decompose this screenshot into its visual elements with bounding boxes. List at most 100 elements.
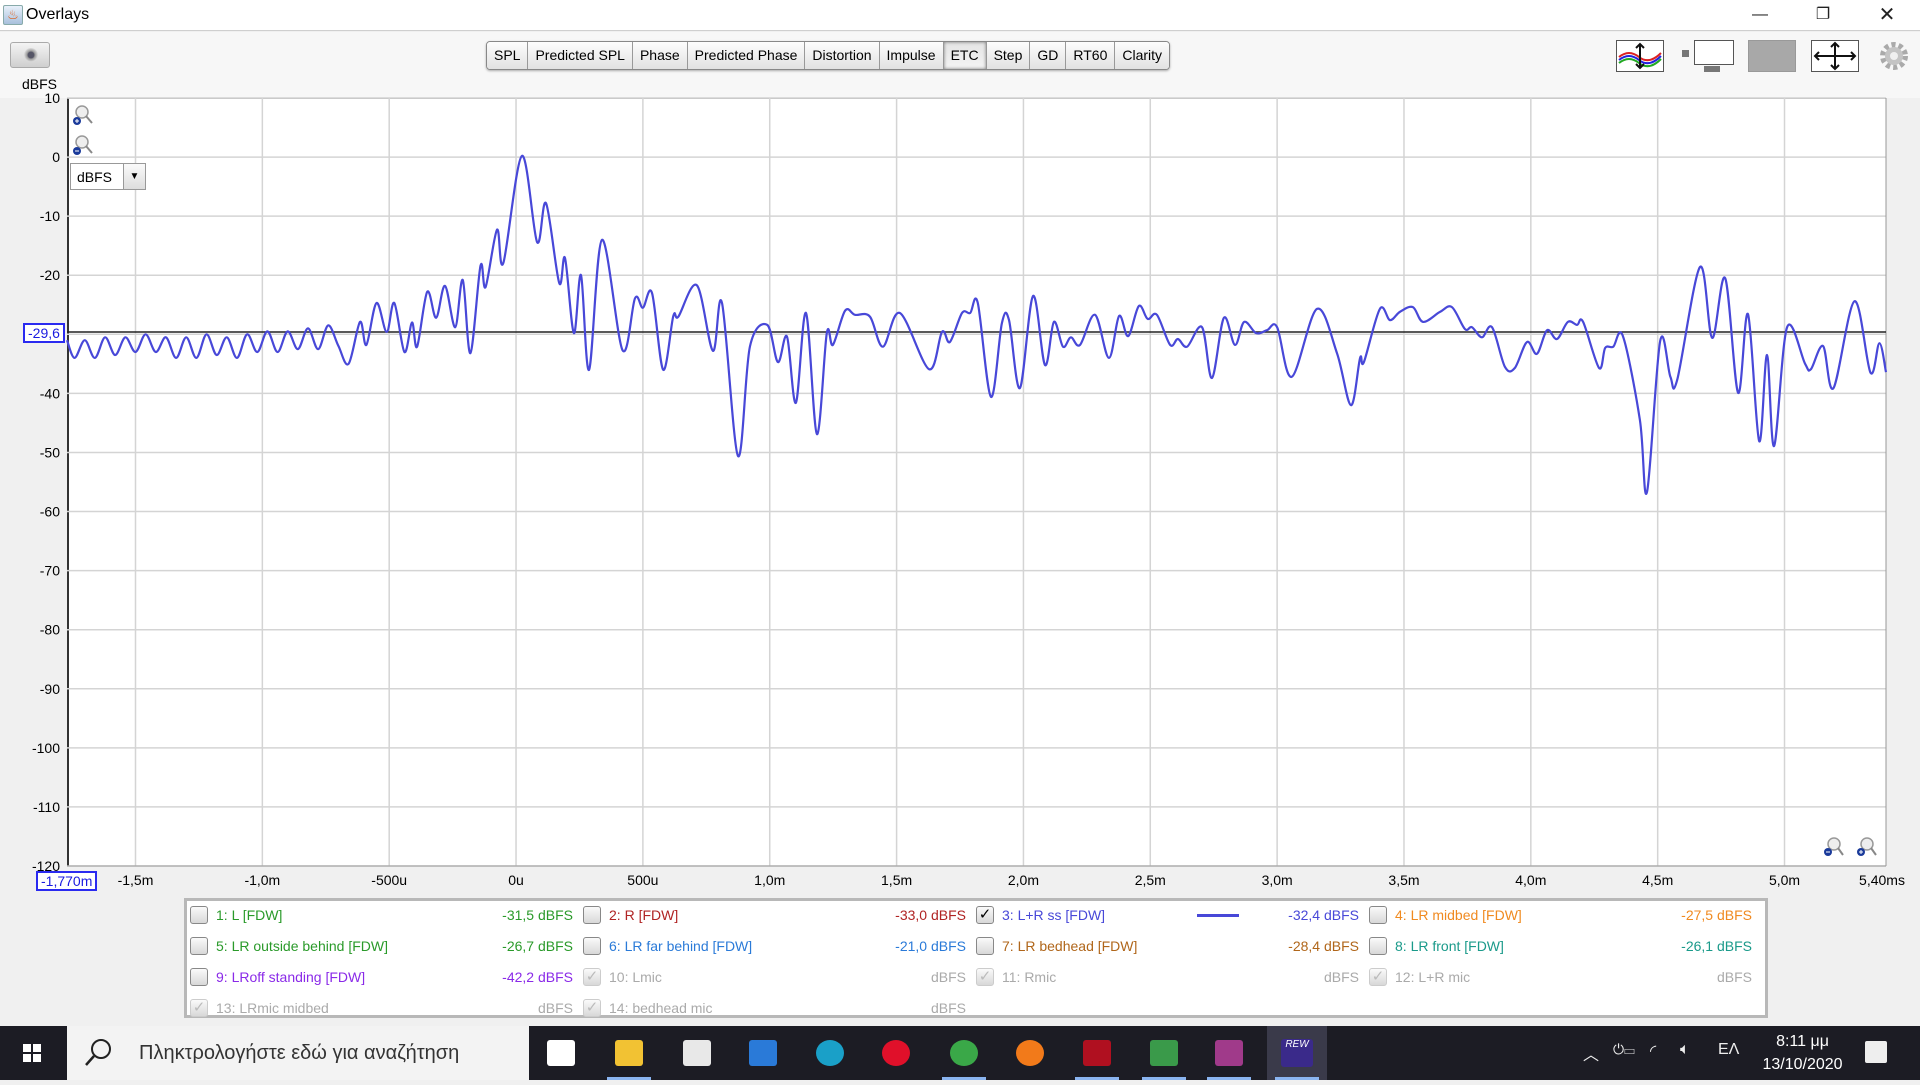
spreadsheet-app-icon [1150, 1040, 1178, 1066]
battery-plugged-icon[interactable]: ⏻▭ [1613, 1041, 1635, 1057]
legend-checkbox: ✓ [1369, 968, 1387, 986]
tab-gd[interactable]: GD [1030, 42, 1067, 69]
unit-dropdown-value: dBFS [77, 168, 113, 185]
graph-tabs: SPL Predicted SPL Phase Predicted Phase Dist… [486, 41, 1171, 70]
legend-item: 7: LR bedhead [FDW] -28,4 dBFS [976, 934, 1369, 958]
notifications-icon[interactable] [1865, 1041, 1887, 1063]
x-tick-label: 2,5m [1135, 872, 1166, 888]
legend-item: ✓ 14: bedhead mic dBFS [583, 996, 976, 1020]
tab-spl[interactable]: SPL [487, 42, 529, 69]
taskbar-app-spreadsheet-app[interactable] [1134, 1026, 1194, 1080]
legend-item: 2: R [FDW] -33,0 dBFS [583, 903, 976, 927]
y-tick-label: -90 [40, 681, 60, 697]
taskbar-app-firefox[interactable] [1000, 1026, 1060, 1080]
dotted-app-icon [1083, 1040, 1111, 1066]
volume-icon[interactable]: 🔈︎ [1680, 1041, 1690, 1058]
title-bar: ♨ Overlays — ❐ ✕ [0, 0, 1920, 31]
legend-value: dBFS [1323, 969, 1359, 985]
x-zoom-in-icon[interactable] [1855, 836, 1877, 858]
legend-checkbox[interactable] [1369, 906, 1387, 924]
minimize-button[interactable]: — [1752, 6, 1768, 23]
x-tick-label: 4,5m [1642, 872, 1673, 888]
legend-checkbox: ✓ [583, 999, 601, 1017]
legend-line-swatch [1197, 913, 1239, 917]
clock-date: 13/10/2020 [1762, 1056, 1843, 1073]
window-title: Overlays [26, 6, 90, 23]
y-tick-label: -10 [40, 208, 60, 224]
columns-icon[interactable] [1748, 40, 1796, 72]
taskbar-app-winrar[interactable] [1199, 1026, 1259, 1080]
camera-icon[interactable] [10, 42, 50, 68]
taskbar-app-chrome[interactable] [934, 1026, 994, 1080]
fit-all-icon[interactable] [1811, 40, 1859, 72]
legend-value: -42,2 dBFS [502, 969, 573, 985]
tab-step[interactable]: Step [986, 42, 1031, 69]
vertical-scale-icon[interactable] [1616, 40, 1664, 72]
taskbar-app-mail[interactable] [733, 1026, 793, 1080]
gear-icon[interactable] [1878, 40, 1910, 72]
wifi-icon[interactable]: ◜ [1650, 1043, 1657, 1060]
taskbar-app-edge[interactable] [800, 1026, 860, 1080]
legend-item: ✓ 13: LRmic midbed dBFS [190, 996, 583, 1020]
legend-checkbox[interactable] [190, 937, 208, 955]
x-zoom-out-icon[interactable] [1822, 836, 1844, 858]
legend-checkbox[interactable] [1369, 937, 1387, 955]
legend-item: 4: LR midbed [FDW] -27,5 dBFS [1369, 903, 1762, 927]
taskbar-search-box[interactable]: Πληκτρολογήστε εδώ για αναζήτηση [67, 1026, 529, 1080]
taskbar-app-rew[interactable]: REW [1267, 1026, 1327, 1080]
legend-value: -31,5 dBFS [502, 907, 573, 923]
input-language[interactable]: ΕΛ [1718, 1041, 1740, 1058]
legend-checkbox[interactable] [190, 968, 208, 986]
tab-etc[interactable]: ETC [943, 42, 987, 69]
show-hidden-icons-chevron-icon[interactable]: ︿ [1583, 1047, 1600, 1064]
task-view-icon [547, 1040, 575, 1066]
legend-label: 1: L [FDW] [216, 907, 283, 923]
running-indicator [1075, 1077, 1119, 1080]
x-tick-label: 5,0m [1769, 872, 1800, 888]
legend-checkbox[interactable] [583, 906, 601, 924]
taskbar-app-dotted-app[interactable] [1067, 1026, 1127, 1080]
x-tick-label: 500u [627, 872, 658, 888]
taskbar-app-opera[interactable] [866, 1026, 926, 1080]
legend-item: 1: L [FDW] -31,5 dBFS [190, 903, 583, 927]
tab-clarity[interactable]: Clarity [1115, 42, 1170, 69]
x-tick-label: 3,5m [1388, 872, 1419, 888]
tab-distortion[interactable]: Distortion [805, 42, 880, 69]
zoom-in-icon[interactable] [72, 104, 94, 126]
clock[interactable]: 8:11 μμ 13/10/2020 [1755, 1030, 1850, 1076]
tab-predicted-spl[interactable]: Predicted SPL [528, 42, 633, 69]
legend-value: -21,0 dBFS [895, 938, 966, 954]
legend-checkbox[interactable] [583, 937, 601, 955]
legend-value: -26,7 dBFS [502, 938, 573, 954]
restore-button[interactable]: ❐ [1815, 6, 1831, 23]
y-tick-label: 0 [52, 149, 60, 165]
close-button[interactable]: ✕ [1878, 4, 1896, 26]
taskbar-app-task-view[interactable] [531, 1026, 591, 1080]
tab-rt60[interactable]: RT60 [1066, 42, 1116, 69]
unit-dropdown[interactable]: dBFS ▼ [70, 163, 146, 190]
microsoft-store-icon [683, 1040, 711, 1066]
plot-area[interactable] [67, 98, 1886, 866]
zoom-out-icon[interactable] [72, 134, 94, 156]
y-tick-label: -110 [33, 799, 60, 815]
y-axis-unit-label: dBFS [22, 76, 58, 92]
legend-checkbox[interactable] [190, 906, 208, 924]
tab-phase[interactable]: Phase [632, 42, 688, 69]
mail-icon [749, 1040, 777, 1066]
y-cursor-readout: -29,6 [23, 323, 65, 343]
taskbar-app-file-explorer[interactable] [599, 1026, 659, 1080]
legend-value: dBFS [1716, 969, 1752, 985]
legend-checkbox[interactable] [976, 937, 994, 955]
windows-start-button[interactable] [0, 1026, 64, 1080]
legend-checkbox[interactable]: ✓ [976, 906, 994, 924]
winrar-icon [1215, 1040, 1243, 1066]
legend-label: 2: R [FDW] [609, 907, 679, 923]
tab-predicted-phase[interactable]: Predicted Phase [687, 42, 806, 69]
tab-impulse[interactable]: Impulse [879, 42, 944, 69]
taskbar-app-microsoft-store[interactable] [667, 1026, 727, 1080]
search-icon [85, 1039, 111, 1066]
legend-item: 6: LR far behind [FDW] -21,0 dBFS [583, 934, 976, 958]
axis-limits-icon[interactable] [1682, 40, 1734, 72]
chevron-down-icon[interactable]: ▼ [123, 164, 145, 189]
legend-label: 8: LR front [FDW] [1395, 938, 1504, 954]
